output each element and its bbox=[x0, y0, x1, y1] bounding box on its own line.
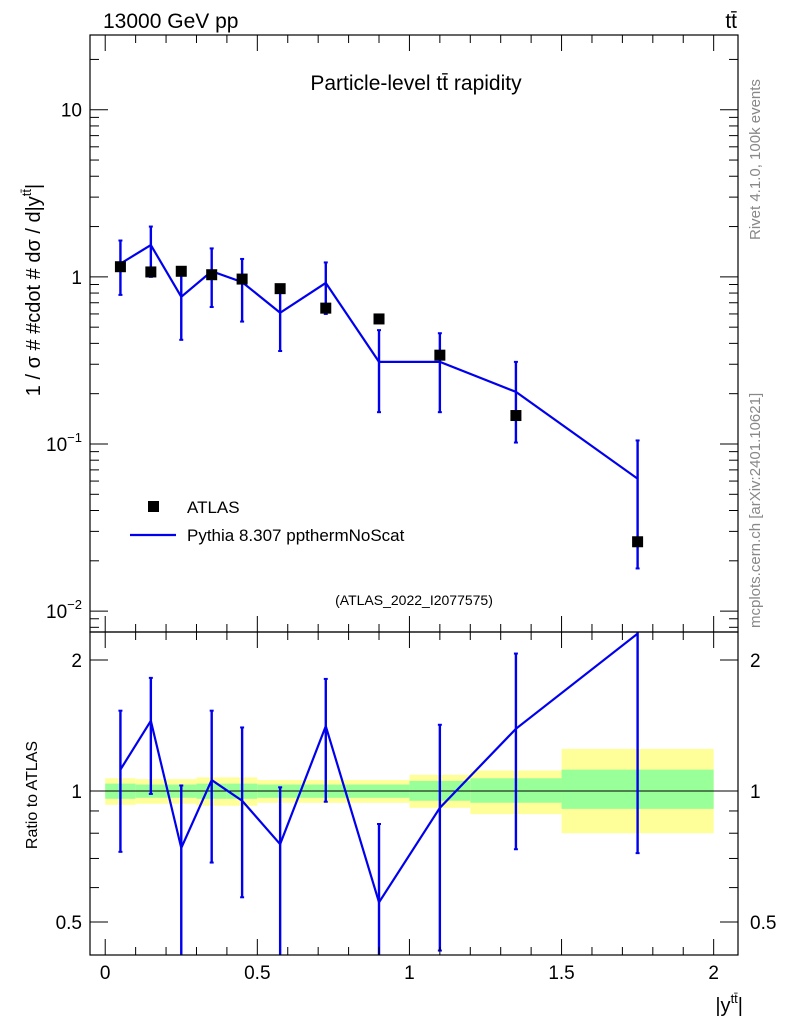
x-axes: 0 0.5 1 1.5 2 bbox=[100, 35, 719, 984]
header-right: tt̄ bbox=[725, 10, 737, 33]
y-axis-label-main: 1 / σ # #cdot # dσ / d|ytt̄| bbox=[19, 184, 45, 396]
atlas-point-0 bbox=[114, 261, 126, 273]
main-ytick-label-3: 10 bbox=[61, 101, 82, 122]
xtick-label-3: 1.5 bbox=[548, 963, 574, 984]
main-ytick-label-0: 10−2 bbox=[46, 597, 82, 623]
atlas-point-4 bbox=[236, 273, 248, 285]
legend-mc-label: Pythia 8.307 ppthermNoScat bbox=[187, 526, 405, 545]
xtick-label-0: 0 bbox=[100, 963, 111, 984]
legend-atlas-marker bbox=[148, 501, 159, 512]
atlas-point-8 bbox=[434, 349, 446, 361]
watermark: (ATLAS_2022_I2077575) bbox=[335, 592, 493, 608]
atlas-point-7 bbox=[373, 313, 385, 325]
side-text-rivet: Rivet 4.1.0, 100k events bbox=[747, 79, 764, 240]
ratio-plot-marks bbox=[118, 632, 640, 955]
ratio-ytick-label-right-0: 0.5 bbox=[750, 913, 776, 934]
ratio-plot-frame bbox=[89, 631, 739, 956]
atlas-point-1 bbox=[145, 266, 157, 278]
main-axes: 10−2 10−1 1 10 bbox=[46, 58, 738, 628]
atlas-point-9 bbox=[510, 410, 522, 422]
atlas-point-10 bbox=[632, 536, 644, 548]
x-axis-label: |ytt̄| bbox=[715, 991, 743, 1017]
xtick-label-4: 2 bbox=[708, 963, 719, 984]
xtick-label-1: 0.5 bbox=[244, 963, 270, 984]
side-text-mcplots: mcplots.cern.ch [arXiv:2401.10621] bbox=[747, 393, 764, 628]
main-ytick-label-1: 10−1 bbox=[46, 430, 82, 456]
main-ytick-label-2: 1 bbox=[71, 268, 82, 289]
header-left: 13000 GeV pp bbox=[103, 10, 238, 33]
ratio-ytick-label-left-2: 2 bbox=[71, 651, 82, 672]
legend: ATLAS Pythia 8.307 ppthermNoScat bbox=[130, 498, 405, 545]
atlas-point-6 bbox=[320, 302, 332, 314]
y-axis-label-ratio: Ratio to ATLAS bbox=[24, 741, 41, 849]
main-plot-marks bbox=[114, 225, 644, 570]
xtick-label-2: 1 bbox=[404, 963, 415, 984]
ratio-ytick-label-right-1: 1 bbox=[750, 782, 761, 803]
atlas-point-2 bbox=[175, 265, 187, 277]
chart-title: Particle-level tt̄ rapidity bbox=[310, 72, 522, 95]
legend-atlas-label: ATLAS bbox=[187, 498, 240, 517]
ratio-ytick-label-left-0: 0.5 bbox=[56, 913, 82, 934]
ratio-ytick-label-left-1: 1 bbox=[71, 782, 82, 803]
atlas-point-5 bbox=[274, 283, 286, 295]
ratio-ytick-label-right-2: 2 bbox=[750, 651, 761, 672]
ratio-axes: 0.5 0.5 1 1 2 2 bbox=[56, 651, 777, 934]
atlas-point-3 bbox=[206, 269, 218, 281]
